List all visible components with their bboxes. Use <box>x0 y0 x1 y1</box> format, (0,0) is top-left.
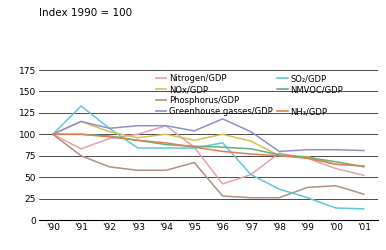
Text: Index 1990 = 100: Index 1990 = 100 <box>39 8 132 18</box>
Legend: Nitrogen/GDP, NOx/GDP, Phosphorus/GDP, Greenhouse gasses/GDP, SO₂/GDP, NMVOC/GDP: Nitrogen/GDP, NOx/GDP, Phosphorus/GDP, G… <box>156 74 343 116</box>
